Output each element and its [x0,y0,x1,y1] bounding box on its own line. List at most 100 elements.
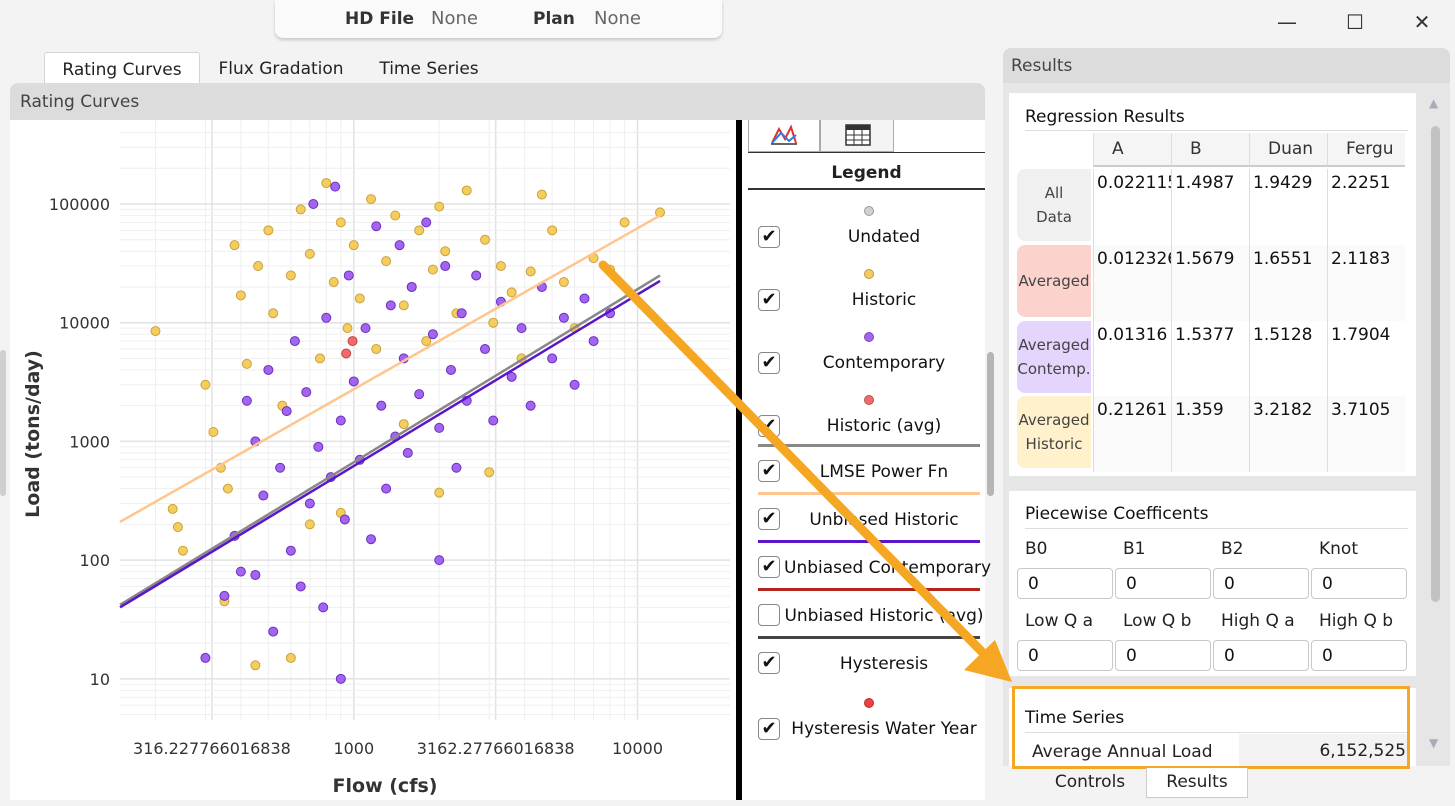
data-point-historic [268,308,279,319]
close-button[interactable]: ✕ [1407,8,1437,36]
piecewise-input[interactable]: 0 [1017,568,1113,599]
legend-checkbox[interactable]: ✔ [758,415,780,437]
file-bar: HD File None Plan None [275,0,722,38]
minimize-button[interactable]: — [1272,8,1302,36]
tab-controls[interactable]: Controls [1054,772,1126,792]
data-point-contemporary [480,344,491,355]
legend-checkbox[interactable]: ✔ [758,289,780,311]
results-panel: Regression Results A B Duan Fergu All Data 0.0… [1003,83,1450,768]
tab-rating-curves[interactable]: Rating Curves [44,52,200,84]
data-point-historic [229,240,240,251]
left-panel-handle[interactable] [0,350,6,496]
rating-curves-panel-header: Rating Curves [10,83,985,120]
piecewise-input[interactable]: 0 [1017,640,1113,671]
piecewise-input[interactable]: 0 [1213,640,1309,671]
data-point-historic [390,210,401,221]
legend-checkbox[interactable]: ✔ [758,460,780,482]
legend-checkbox[interactable]: ✔ [758,718,780,740]
legend-label: Historic [851,290,917,310]
legend-marker-line [758,540,980,543]
piecewise-input[interactable]: 0 [1115,568,1211,599]
legend-checkbox[interactable]: ✔ [758,226,780,248]
regression-table: A B Duan Fergu All Data 0.022115 1.4987 1.9429 2.… [1009,133,1416,473]
chart-view-button[interactable] [748,120,820,152]
regression-row-header: All Data [1017,169,1091,241]
legend-checkbox[interactable] [758,604,780,626]
data-point-historic [506,287,517,298]
regression-column-header[interactable]: A [1093,133,1171,167]
scroll-down-icon[interactable]: ▼ [1429,736,1439,750]
data-point-contemporary [488,415,499,426]
rating-curve-chart[interactable]: 100000 10000 1000 100 10 316.227766016838 100… [10,120,743,800]
legend-marker-dot [864,269,874,279]
data-point-contemporary [456,308,467,319]
data-point-contemporary [525,400,536,411]
legend-checkbox[interactable]: ✔ [758,352,780,374]
legend-checkbox[interactable]: ✔ [758,556,780,578]
plan-value[interactable]: None [594,8,641,29]
data-point-historic [484,467,495,478]
data-point-historic-avg- [347,336,358,347]
regression-row-header: Averaged [1017,245,1091,317]
legend-checkbox[interactable]: ✔ [758,508,780,530]
hd-file-label: HD File [345,9,415,29]
legend-checkbox[interactable]: ✔ [758,652,780,674]
legend-item[interactable]: ✔ Hysteresis Water Year [748,684,984,747]
regression-column-header[interactable]: Fergu [1327,133,1405,167]
legend-marker-line [758,588,980,591]
data-point-contemporary [414,389,425,400]
data-point-contemporary [558,312,569,323]
legend-item[interactable]: ✔ Historic (avg) [748,381,984,444]
results-scrollbar[interactable]: ▲ ▼ [1427,88,1445,764]
legend-item[interactable]: ✔ Undated [748,192,984,255]
legend-marker-dot [864,206,874,216]
regression-results-title: Regression Results [1025,107,1185,127]
data-point-historic [285,270,296,281]
data-point-contemporary [445,364,456,375]
data-point-contemporary [402,447,413,458]
data-point-historic [414,225,425,236]
hd-file-value[interactable]: None [431,8,478,29]
maximize-button[interactable]: ☐ [1340,8,1370,36]
data-point-contemporary [339,514,350,525]
tab-results[interactable]: Results [1146,768,1248,798]
piecewise-card: Piecewise Coefficents B0 0 B1 0 B2 0 Knot 0 Low … [1009,491,1416,676]
legend-item[interactable]: ✔ Contemporary [748,318,984,381]
piecewise-input[interactable]: 0 [1115,640,1211,671]
data-point-contemporary [506,371,517,382]
data-point-contemporary [569,379,580,390]
regression-column-header[interactable]: Duan [1249,133,1327,167]
legend-item[interactable]: ✔ Historic [748,255,984,318]
data-point-contemporary [268,626,279,637]
results-panel-header: Results [1003,48,1450,84]
data-point-historic [495,261,506,272]
data-point-historic [547,225,558,236]
results-scrollbar-thumb[interactable] [1431,126,1440,602]
data-point-historic [241,358,252,369]
data-point-contemporary [250,569,261,580]
piecewise-input[interactable]: 0 [1311,640,1407,671]
tab-flux-gradation[interactable]: Flux Gradation [218,59,344,79]
tab-time-series[interactable]: Time Series [379,59,479,79]
data-point-contemporary [385,300,396,311]
fit-line-lmse-power-fn [119,274,661,606]
panel-divider[interactable] [736,120,742,800]
piecewise-input[interactable]: 0 [1213,568,1309,599]
y-axis-title: Load (tons/day) [22,350,44,518]
data-point-historic-avg- [341,348,352,359]
table-view-button[interactable] [820,120,894,152]
piecewise-input[interactable]: 0 [1311,568,1407,599]
legend-scrollbar-thumb[interactable] [987,352,994,496]
fit-line-unbiased-historic [119,214,661,523]
scroll-up-icon[interactable]: ▲ [1429,96,1439,110]
data-point-contemporary [335,673,346,684]
data-point-contemporary [321,312,332,323]
data-point-contemporary [440,261,451,272]
regression-column-header[interactable]: B [1171,133,1249,167]
data-point-historic [421,336,432,347]
data-point-contemporary [427,329,438,340]
data-point-historic [328,277,339,288]
data-point-historic [314,353,325,364]
data-point-historic [434,487,445,498]
data-point-contemporary [289,336,300,347]
